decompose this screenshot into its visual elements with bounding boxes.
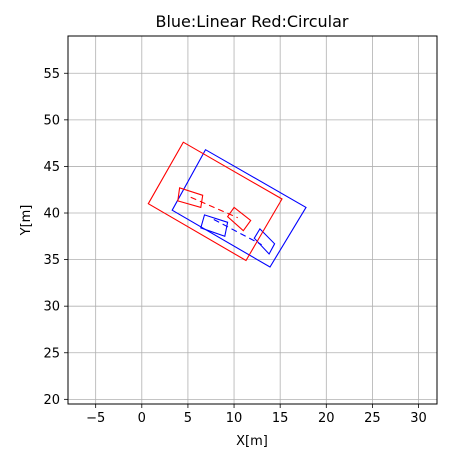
red-series-4: [177, 187, 204, 209]
blue-series-6: [213, 219, 262, 246]
x-axis-label: X[m]: [236, 434, 268, 449]
x-tick-label: 15: [272, 411, 289, 426]
red-series-3: [147, 141, 283, 262]
y-tick-label: 35: [43, 253, 60, 268]
y-tick-label: 30: [43, 300, 60, 315]
y-tick-label: 55: [43, 67, 60, 82]
y-tick-label: 50: [43, 113, 60, 128]
y-tick-label: 45: [43, 160, 60, 175]
x-tick-label: 20: [318, 411, 335, 426]
y-axis: 20 25 30 35 40 45 50 55: [43, 67, 68, 408]
chart-title: Blue:Linear Red:Circular: [155, 12, 348, 31]
x-tick-label: 5: [184, 411, 192, 426]
red-series-5: [226, 206, 252, 232]
x-tick-label: −5: [86, 411, 105, 426]
x-tick-label: 25: [364, 411, 381, 426]
x-tick-label: 10: [226, 411, 243, 426]
y-tick-label: 20: [43, 393, 60, 408]
blue-series-1: [200, 214, 229, 238]
x-axis: −5 0 5 10 15 20 25 30: [86, 404, 427, 426]
blue-series-2: [253, 228, 276, 255]
y-tick-label: 40: [43, 207, 60, 222]
series-group: [147, 141, 307, 268]
x-tick-label: 30: [410, 411, 427, 426]
y-tick-label: 25: [43, 346, 60, 361]
red-series-7: [190, 196, 238, 219]
plot-frame: [67, 35, 438, 405]
y-axis-label: Y[m]: [19, 205, 34, 237]
x-tick-label: 0: [138, 411, 146, 426]
grid: [68, 36, 437, 404]
blue-series-0: [171, 148, 307, 268]
